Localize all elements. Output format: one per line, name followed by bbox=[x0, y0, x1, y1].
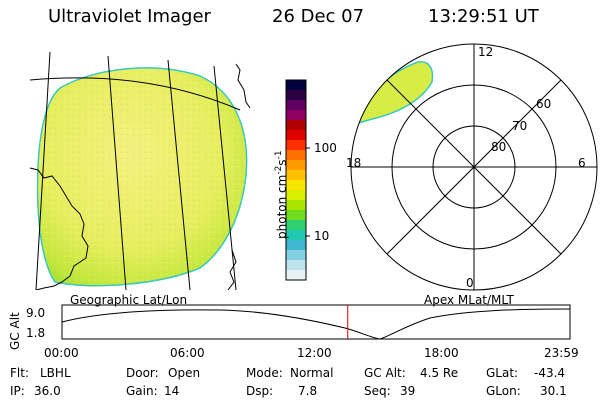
coastline bbox=[29, 167, 89, 290]
mlat-label-70: 70 bbox=[512, 119, 528, 133]
orbit-altitude-curve bbox=[61, 308, 571, 340]
colorbar-swatch bbox=[286, 80, 306, 91]
colorbar-swatch bbox=[286, 90, 306, 101]
apex-caption: Apex MLat/MLT bbox=[424, 293, 514, 307]
seq-value: 39 bbox=[400, 384, 416, 398]
latitude-line bbox=[29, 77, 241, 111]
colorbar-swatch bbox=[286, 270, 306, 281]
colorbar-swatch bbox=[286, 240, 306, 251]
glon-label: GLon: bbox=[486, 384, 521, 398]
colorbar-tick-10: 10 bbox=[314, 229, 330, 243]
flt-value: LBHL bbox=[40, 366, 71, 380]
colorbar-swatch bbox=[286, 190, 306, 201]
colorbar-swatch bbox=[286, 200, 306, 211]
mlt-label-6: 6 bbox=[578, 156, 586, 170]
ip-label: IP: bbox=[10, 384, 25, 398]
mlat-label-80: 80 bbox=[491, 140, 507, 154]
mode-label: Mode: bbox=[246, 366, 283, 380]
mode-value: Normal bbox=[290, 366, 334, 380]
colorbar-tick-100: 100 bbox=[314, 141, 337, 155]
flt-label: Flt: bbox=[10, 366, 29, 380]
colorbar-swatch bbox=[286, 180, 306, 191]
mlt-label-12: 12 bbox=[478, 45, 494, 59]
time-label: 13:29:51 UT bbox=[428, 6, 539, 27]
mlt-label-18: 18 bbox=[346, 156, 362, 170]
colorbar-swatch bbox=[286, 150, 306, 161]
colorbar-swatch bbox=[286, 140, 306, 151]
door-value: Open bbox=[168, 366, 201, 380]
ip-value: 36.0 bbox=[34, 384, 61, 398]
timeline-tick-1200: 12:00 bbox=[297, 346, 332, 360]
colorbar-swatch bbox=[286, 120, 306, 131]
dsp-label: Dsp: bbox=[246, 384, 274, 398]
timeline-tick-1800: 18:00 bbox=[424, 346, 459, 360]
gcalt-label: GC Alt: bbox=[364, 366, 406, 380]
timeline-tick-2359: 23:59 bbox=[544, 346, 579, 360]
door-label: Door: bbox=[126, 366, 159, 380]
colorbar-swatch bbox=[286, 230, 306, 241]
colorbar-swatch bbox=[286, 170, 306, 181]
geographic-caption: Geographic Lat/Lon bbox=[70, 293, 188, 307]
colorbar-swatch bbox=[286, 110, 306, 121]
mlt-label-0: 0 bbox=[466, 276, 474, 290]
timeline-tick-0600: 06:00 bbox=[170, 346, 205, 360]
mlat-label-60: 60 bbox=[536, 97, 552, 111]
glon-value: 30.1 bbox=[540, 384, 567, 398]
glat-value: -43.4 bbox=[534, 366, 566, 380]
gain-label: Gain: bbox=[126, 384, 158, 398]
glat-label: GLat: bbox=[486, 366, 519, 380]
colorbar-swatch bbox=[286, 220, 306, 231]
colorbar-swatch bbox=[286, 130, 306, 141]
instrument-title: Ultraviolet Imager bbox=[48, 6, 211, 27]
dsp-value: 7.8 bbox=[298, 384, 318, 398]
gcalt-value: 4.5 Re bbox=[420, 366, 459, 380]
colorbar-swatch bbox=[286, 260, 306, 271]
seq-label: Seq: bbox=[364, 384, 391, 398]
colorbar-swatch bbox=[286, 250, 306, 261]
date-label: 26 Dec 07 bbox=[272, 6, 365, 27]
timeline-y-high: 9.0 bbox=[26, 306, 46, 320]
colorbar-swatch bbox=[286, 160, 306, 171]
colorbar-swatch bbox=[286, 100, 306, 111]
timeline-y-low: 1.8 bbox=[26, 326, 46, 340]
timeline-tick-0000: 00:00 bbox=[44, 346, 79, 360]
colorbar-swatch bbox=[286, 210, 306, 221]
gain-value: 14 bbox=[164, 384, 180, 398]
